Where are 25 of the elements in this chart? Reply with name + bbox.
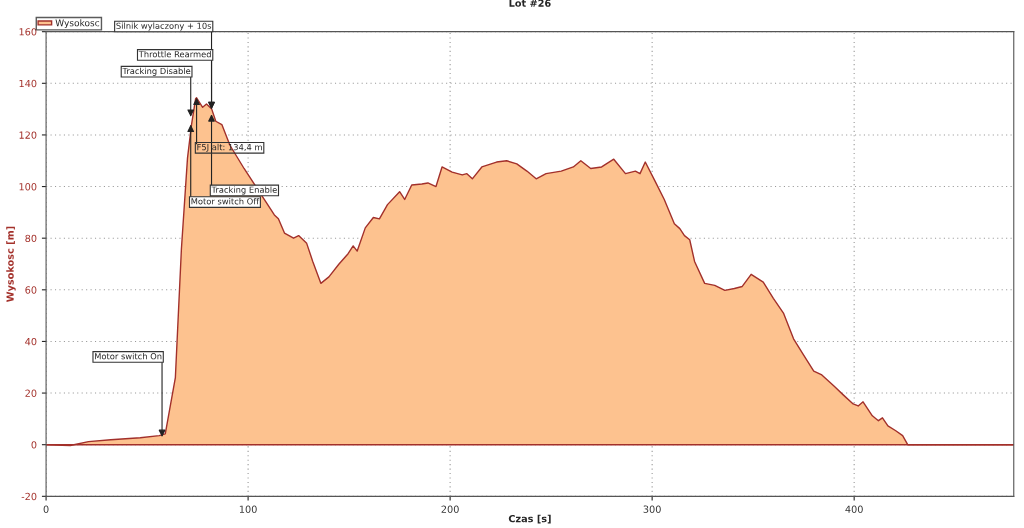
x-tick-label: 0 <box>43 505 49 513</box>
chart-title: Lot #26 <box>509 0 551 7</box>
annotation: Throttle Rearmed <box>138 50 211 58</box>
x-tick-label: 200 <box>441 505 459 513</box>
y-axis-title: Wysokosc [m] <box>6 226 16 302</box>
legend-label: Wysokosc <box>55 19 100 29</box>
annotation: Motor switch On <box>95 352 162 360</box>
y-tick-label: 80 <box>25 234 37 243</box>
y-tick-label: 0 <box>31 441 37 449</box>
y-tick-label: 100 <box>19 183 37 191</box>
annotation: Motor switch Off <box>191 198 260 205</box>
y-tick-label: 160 <box>19 28 37 36</box>
x-tick-label: 100 <box>239 505 257 513</box>
y-tick-label: -20 <box>21 492 37 501</box>
y-tick-label: 120 <box>19 131 37 139</box>
y-tick-label: 140 <box>19 79 37 88</box>
annotation: Tracking Disable <box>122 67 191 76</box>
x-axis-title: Czas [s] <box>508 514 551 524</box>
annotation: Tracking Enable <box>211 186 277 195</box>
x-tick-label: 300 <box>643 505 661 513</box>
y-tick-label: 60 <box>25 286 37 294</box>
y-tick-label: 20 <box>25 389 37 397</box>
x-tick-label: 400 <box>845 505 863 513</box>
y-tick-label: 40 <box>25 337 37 346</box>
annotation: Silnik wylaczony + 10s <box>116 22 212 31</box>
